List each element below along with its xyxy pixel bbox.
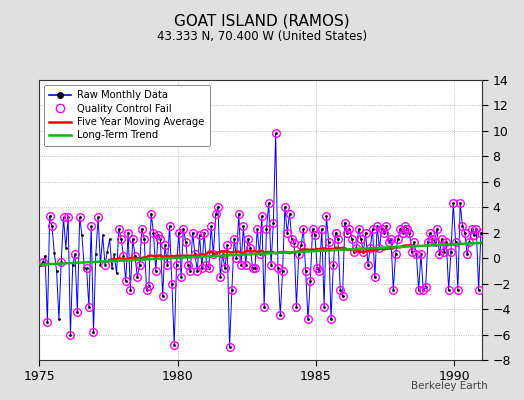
Text: 43.333 N, 70.400 W (United States): 43.333 N, 70.400 W (United States) [157,30,367,43]
Text: GOAT ISLAND (RAMOS): GOAT ISLAND (RAMOS) [174,14,350,29]
Legend: Raw Monthly Data, Quality Control Fail, Five Year Moving Average, Long-Term Tren: Raw Monthly Data, Quality Control Fail, … [45,85,210,146]
Text: Berkeley Earth: Berkeley Earth [411,381,487,391]
